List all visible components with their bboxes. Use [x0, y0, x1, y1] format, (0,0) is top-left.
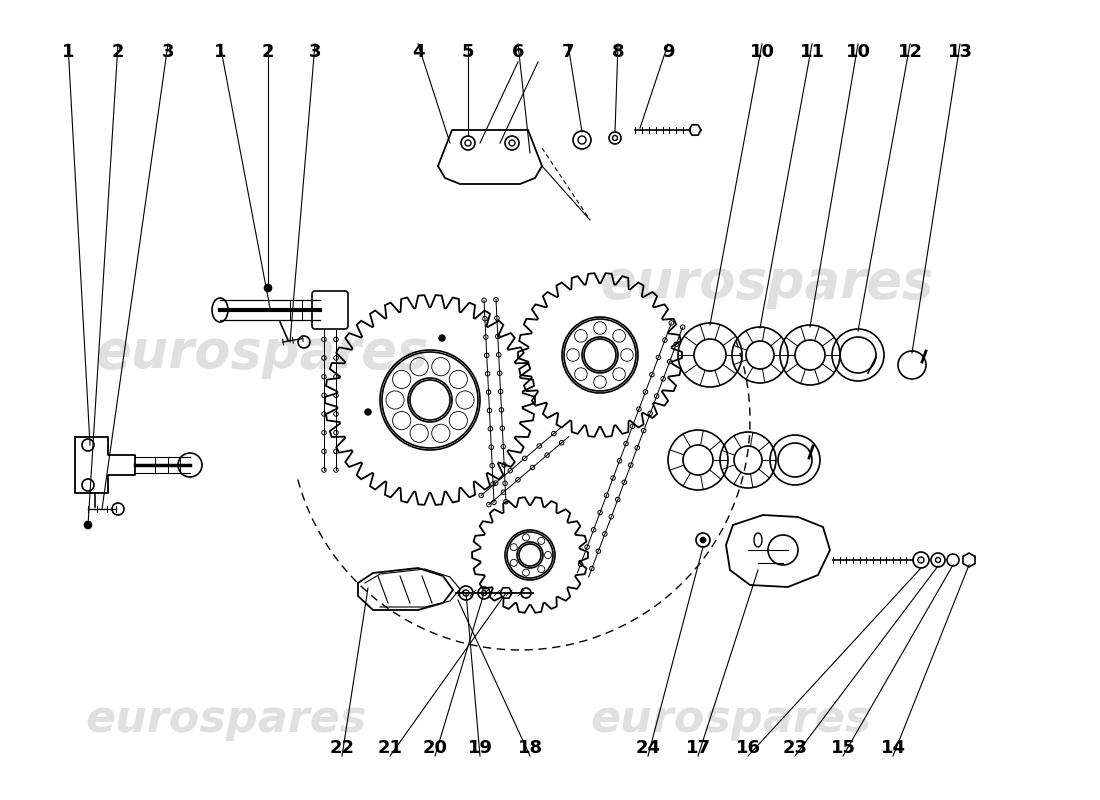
Text: 10: 10 [846, 43, 870, 61]
Text: 17: 17 [685, 739, 711, 757]
Text: eurospares: eurospares [590, 698, 871, 741]
Text: 3: 3 [309, 43, 321, 61]
Text: 16: 16 [736, 739, 760, 757]
Text: 19: 19 [468, 739, 493, 757]
Text: 6: 6 [512, 43, 525, 61]
Circle shape [264, 285, 272, 291]
Circle shape [85, 522, 91, 529]
Text: 20: 20 [422, 739, 448, 757]
Text: 8: 8 [612, 43, 625, 61]
Text: 2: 2 [262, 43, 274, 61]
Text: 18: 18 [517, 739, 542, 757]
Circle shape [701, 538, 705, 542]
Text: 3: 3 [162, 43, 174, 61]
Text: 7: 7 [562, 43, 574, 61]
Text: 12: 12 [898, 43, 923, 61]
Text: 13: 13 [947, 43, 972, 61]
Text: 10: 10 [749, 43, 774, 61]
Text: 15: 15 [830, 739, 856, 757]
Text: 5: 5 [462, 43, 474, 61]
Text: 1: 1 [213, 43, 227, 61]
Text: 9: 9 [662, 43, 674, 61]
Circle shape [365, 409, 371, 415]
Text: eurospares: eurospares [95, 327, 428, 379]
Text: 11: 11 [800, 43, 825, 61]
Text: 1: 1 [62, 43, 75, 61]
Text: 4: 4 [411, 43, 425, 61]
Text: 22: 22 [330, 739, 354, 757]
Text: 2: 2 [112, 43, 124, 61]
Text: 21: 21 [377, 739, 403, 757]
Circle shape [439, 335, 446, 341]
Text: eurospares: eurospares [85, 698, 366, 741]
Text: 23: 23 [782, 739, 807, 757]
Text: 14: 14 [880, 739, 905, 757]
Text: 24: 24 [636, 739, 660, 757]
Text: eurospares: eurospares [600, 257, 934, 309]
